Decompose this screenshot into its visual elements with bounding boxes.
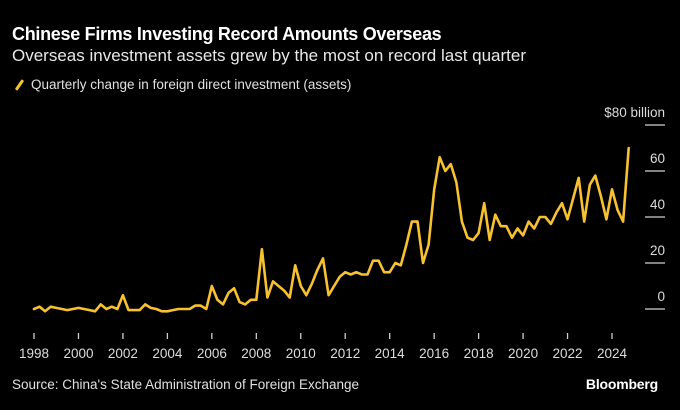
y-tick-label: 0 (657, 289, 665, 304)
x-tick-label: 1998 (19, 346, 49, 361)
chart-subtitle: Overseas investment assets grew by the m… (12, 46, 527, 65)
legend-label: Quarterly change in foreign direct inves… (31, 77, 352, 92)
y-axis: $80 billion 60 40 20 0 (604, 105, 665, 310)
x-tick-label: 2004 (152, 346, 183, 361)
legend: Quarterly change in foreign direct inves… (12, 77, 351, 92)
brand-logo: Bloomberg (585, 376, 658, 392)
x-tick-label: 2008 (241, 346, 271, 361)
x-tick-label: 2016 (419, 346, 449, 361)
x-tick-label: 2022 (553, 346, 583, 361)
series-layer (32, 146, 631, 313)
y-tick-label: $80 billion (604, 105, 665, 120)
chart-title: Chinese Firms Investing Record Amounts O… (12, 24, 442, 44)
x-axis: 1998 2000 2002 2004 2006 2008 2010 2012 2014 2016… (19, 333, 628, 361)
series-line (32, 146, 631, 313)
x-tick-label: 2014 (375, 346, 406, 361)
x-tick-label: 2010 (286, 346, 316, 361)
x-tick-label: 2006 (197, 346, 227, 361)
y-tick-label: 40 (650, 197, 665, 212)
y-tick-label: 60 (650, 151, 665, 166)
x-tick-label: 2024 (597, 346, 628, 361)
x-tick-label: 2020 (508, 346, 538, 361)
source-note: Source: China's State Administration of … (12, 377, 360, 392)
x-tick-label: 2012 (330, 346, 360, 361)
y-tick-label: 20 (650, 243, 665, 258)
x-tick-label: 2018 (464, 346, 494, 361)
x-tick-label: 2002 (108, 346, 138, 361)
x-tick-label: 2000 (63, 346, 93, 361)
